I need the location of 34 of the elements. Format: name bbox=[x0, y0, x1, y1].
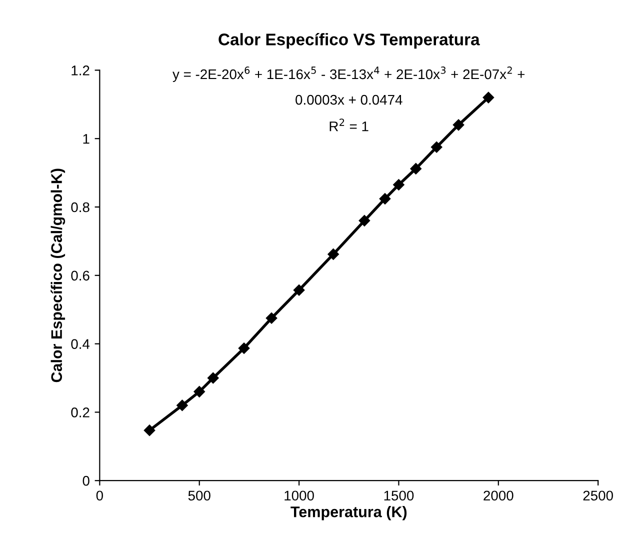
point bbox=[452, 119, 464, 131]
chart-title: Calor Específico VS Temperatura bbox=[218, 32, 480, 49]
point bbox=[358, 215, 370, 226]
x-tick-label: 2500 bbox=[583, 490, 613, 501]
x-tick-label: 1500 bbox=[384, 490, 414, 501]
point bbox=[238, 342, 250, 354]
x-tick-label: 0 bbox=[96, 490, 103, 501]
y-tick-label: 1.2 bbox=[72, 66, 90, 76]
y-tick-label: 0.2 bbox=[71, 408, 90, 418]
x-tick-label: 2000 bbox=[484, 490, 514, 501]
point bbox=[379, 193, 391, 204]
y-tick-label: 0.6 bbox=[71, 270, 90, 281]
annotation: R$^{2}$ = 1 bbox=[330, 118, 368, 132]
y-tick-label: 0.8 bbox=[71, 202, 90, 212]
point bbox=[328, 248, 339, 260]
text: y = -2E-20x$^{6}$ + 1E-16x$^{5}$ - 3E-13x$^{4}$ + 2E-10x$^{3}$ + 2E-07x$^{2}$ + bbox=[172, 66, 525, 82]
x-axis-title: Temperatura (K) bbox=[290, 506, 407, 520]
point bbox=[430, 142, 442, 153]
point bbox=[208, 372, 219, 384]
annotation: 0.0003x + 0.0474 bbox=[296, 94, 402, 105]
y-tick-label: 0.4 bbox=[71, 339, 90, 349]
point bbox=[194, 386, 205, 398]
x-tick-label: 500 bbox=[188, 490, 210, 501]
point bbox=[176, 400, 188, 411]
point bbox=[410, 163, 422, 174]
point bbox=[293, 284, 305, 296]
point bbox=[144, 424, 156, 436]
y-tick-label: 0 bbox=[82, 476, 90, 486]
point bbox=[482, 92, 494, 104]
x-tick-label: 1000 bbox=[284, 490, 314, 501]
y-axis-title: Calor Específico (Cal/gmol-K) bbox=[50, 168, 66, 382]
point bbox=[393, 179, 404, 190]
y-tick-label: 1 bbox=[83, 134, 90, 144]
point bbox=[266, 312, 278, 324]
